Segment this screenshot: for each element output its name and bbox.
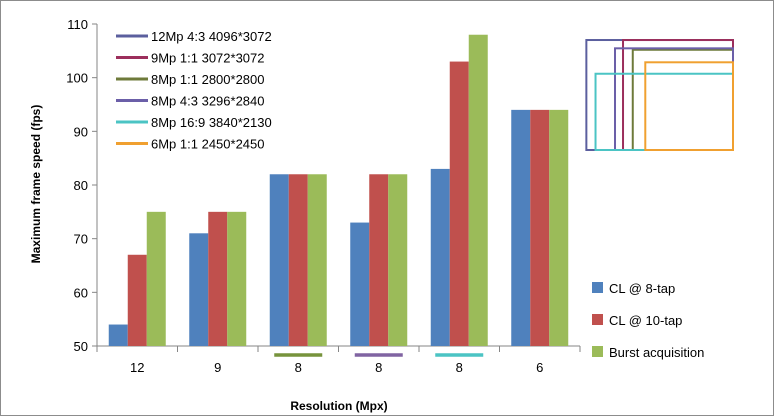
x-tick-label: 12 [130,360,144,375]
series-legend-label: Burst acquisition [609,345,704,360]
bar [369,174,389,346]
series-legend-swatch [592,314,603,325]
resolution-legend-label: 8Mp 4:3 3296*2840 [151,94,264,109]
y-tick-label: 60 [74,285,88,300]
bar [269,174,289,346]
bar [468,34,488,346]
bar [189,233,209,346]
y-tick-label: 100 [66,71,88,86]
bar [511,109,531,346]
sensor-size-rect [631,48,735,151]
bar [208,211,228,346]
bar [307,174,327,346]
resolution-legend-label: 8Mp 1:1 2800*2800 [151,72,264,87]
y-tick-label: 80 [74,178,88,193]
sensor-size-rect [644,61,734,151]
bar [530,109,550,346]
y-tick-label: 50 [74,339,88,354]
sensor-size-rectangles [585,39,735,151]
series-legend-swatch [592,282,603,293]
x-tick-label: 8 [375,360,382,375]
bar [430,168,450,346]
bar [288,174,308,346]
bar [146,211,166,346]
resolution-legend-label: 9Mp 1:1 3072*3072 [151,51,264,66]
x-tick-label: 9 [214,360,221,375]
resolution-legend-label: 8Mp 16:9 3840*2130 [151,115,272,130]
bar [350,222,370,346]
sensor-size-rect [622,39,734,151]
sensor-size-rect [585,39,735,151]
x-tick-label: 8 [456,360,463,375]
x-tick-label: 8 [295,360,302,375]
bar [227,211,247,346]
series-legend-swatch [592,346,603,357]
x-axis: 12 9 8 8 8 6 [96,345,581,375]
sensor-size-rect [594,72,735,151]
series-legend-label: CL @ 10-tap [609,313,682,328]
resolution-legend-label: 6Mp 1:1 2450*2450 [151,137,264,152]
series-legend-label: CL @ 8-tap [609,281,675,296]
bar [108,324,128,346]
bar-series [108,34,569,347]
resolution-legend-label: 12Mp 4:3 4096*3072 [151,29,272,44]
x-axis-title: Resolution (Mpx) [290,399,387,413]
y-tick-label: 70 [74,232,88,247]
y-tick-label: 90 [74,124,88,139]
bar [388,174,408,346]
y-axis-title: Maximum frame speed (fps) [29,105,43,264]
resolution-legend: 12Mp 4:3 4096*3072 9Mp 1:1 3072*3072 8Mp 1… [116,29,272,152]
series-legend: CL @ 8-tap CL @ 10-tap Burst acquisition [592,281,704,360]
x-tick-label: 6 [536,360,543,375]
y-tick-label: 110 [67,17,88,32]
bar [549,109,569,346]
bar [449,61,469,347]
y-axis: 50 60 70 80 90 100 110 [66,17,98,354]
bar [127,254,147,346]
